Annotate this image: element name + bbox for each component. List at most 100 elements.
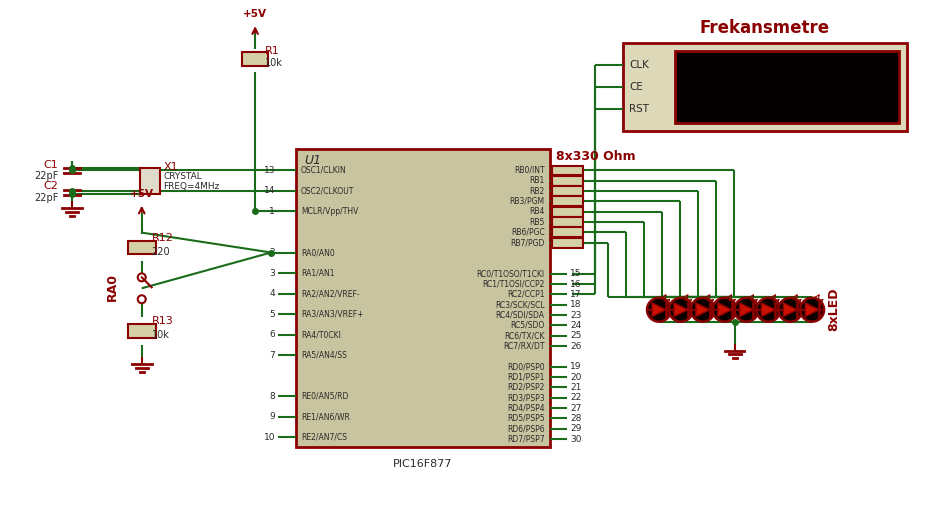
Polygon shape	[739, 303, 753, 317]
Text: RD5/PSP5: RD5/PSP5	[507, 414, 545, 423]
Text: 2: 2	[270, 248, 275, 257]
Text: MCLR/Vpp/THV: MCLR/Vpp/THV	[301, 207, 358, 216]
Polygon shape	[783, 303, 797, 317]
Text: RB7/PGD: RB7/PGD	[511, 238, 545, 248]
Text: 21: 21	[570, 383, 582, 392]
Polygon shape	[652, 303, 666, 317]
Text: Frekansmetre: Frekansmetre	[700, 19, 830, 37]
Text: RD2/PSP2: RD2/PSP2	[507, 383, 545, 392]
Text: RB5: RB5	[529, 218, 545, 227]
Bar	[242, 52, 268, 66]
Circle shape	[691, 298, 714, 322]
Bar	[127, 324, 155, 338]
Text: 33: 33	[570, 166, 582, 175]
Text: RA5/AN4/SS: RA5/AN4/SS	[301, 350, 347, 359]
Circle shape	[138, 274, 146, 281]
Text: RA2/AN2/VREF-: RA2/AN2/VREF-	[301, 289, 360, 298]
Text: RA3/AN3/VREF+: RA3/AN3/VREF+	[301, 309, 364, 319]
Text: 28: 28	[570, 414, 582, 423]
Text: 1: 1	[270, 207, 275, 216]
Text: 8: 8	[270, 392, 275, 400]
Text: RA0: RA0	[105, 274, 118, 301]
Circle shape	[735, 298, 759, 322]
Text: 25: 25	[570, 331, 582, 340]
Text: 8xLED: 8xLED	[828, 288, 841, 331]
Text: RC7/RX/DT: RC7/RX/DT	[503, 342, 545, 350]
Text: 9: 9	[270, 412, 275, 421]
Text: OSC1/CLKIN: OSC1/CLKIN	[301, 166, 347, 175]
Text: RA4/T0CKI: RA4/T0CKI	[301, 330, 340, 339]
Text: RC5/SDO: RC5/SDO	[511, 321, 545, 330]
Bar	[675, 51, 898, 123]
Text: 26: 26	[570, 342, 582, 350]
Text: PIC16F877: PIC16F877	[393, 459, 453, 469]
Text: 10k: 10k	[152, 330, 169, 340]
Text: +5V: +5V	[130, 189, 153, 199]
Text: FREQ=4MHz: FREQ=4MHz	[164, 182, 220, 191]
Bar	[140, 168, 160, 193]
Text: RA0/AN0: RA0/AN0	[301, 248, 335, 257]
Text: CLK: CLK	[629, 60, 649, 70]
Text: 27: 27	[570, 404, 582, 412]
Text: 40: 40	[570, 238, 582, 248]
Text: 20: 20	[570, 372, 582, 382]
Text: R1: R1	[265, 46, 280, 56]
Text: OSC2/CLKOUT: OSC2/CLKOUT	[301, 187, 354, 196]
Polygon shape	[696, 303, 710, 317]
Text: RB2: RB2	[529, 187, 545, 196]
Text: 34: 34	[570, 176, 582, 185]
Text: R13: R13	[152, 316, 173, 326]
Text: RB0/INT: RB0/INT	[514, 166, 545, 175]
Text: 22: 22	[570, 393, 581, 402]
Bar	[551, 197, 583, 206]
Circle shape	[778, 298, 803, 322]
Text: RB4: RB4	[529, 207, 545, 216]
Text: 5: 5	[270, 309, 275, 319]
Text: RD4/PSP4: RD4/PSP4	[507, 404, 545, 412]
Circle shape	[756, 298, 780, 322]
Text: RB6/PGC: RB6/PGC	[511, 228, 545, 237]
Text: 36: 36	[570, 197, 582, 206]
Circle shape	[712, 298, 737, 322]
Text: 37: 37	[570, 207, 582, 216]
Text: RC6/TX/CK: RC6/TX/CK	[504, 331, 545, 340]
Bar	[551, 186, 583, 196]
Text: 7: 7	[270, 350, 275, 359]
Text: 3: 3	[270, 268, 275, 278]
Text: R12: R12	[152, 232, 174, 243]
Polygon shape	[762, 303, 776, 317]
Text: RD7/PSP7: RD7/PSP7	[507, 435, 545, 444]
Text: 30: 30	[570, 435, 582, 444]
Text: RE1/AN6/WR: RE1/AN6/WR	[301, 412, 350, 421]
Text: +5V: +5V	[243, 9, 267, 19]
Text: 17: 17	[570, 290, 582, 299]
Text: 15: 15	[570, 269, 582, 278]
Text: RD1/PSP1: RD1/PSP1	[507, 372, 545, 382]
Text: RA1/AN1: RA1/AN1	[301, 268, 335, 278]
Text: RB1: RB1	[529, 176, 545, 185]
Text: 13: 13	[263, 166, 275, 175]
Text: 29: 29	[570, 424, 582, 433]
Text: RST: RST	[629, 104, 649, 114]
Bar	[551, 227, 583, 238]
Text: 22pF: 22pF	[33, 193, 59, 203]
Polygon shape	[718, 303, 732, 317]
Bar	[551, 207, 583, 217]
Text: CE: CE	[629, 82, 643, 92]
Text: 24: 24	[570, 321, 581, 330]
Circle shape	[647, 298, 671, 322]
Text: 18: 18	[570, 300, 582, 309]
Text: RD3/PSP3: RD3/PSP3	[507, 393, 545, 402]
Bar	[296, 149, 550, 447]
Bar	[127, 241, 155, 254]
Text: CRYSTAL: CRYSTAL	[164, 172, 203, 181]
Circle shape	[800, 298, 824, 322]
Text: RC3/SCK/SCL: RC3/SCK/SCL	[495, 300, 545, 309]
Text: RB3/PGM: RB3/PGM	[510, 197, 545, 206]
Text: C1: C1	[44, 160, 59, 170]
Text: 14: 14	[263, 187, 275, 196]
Text: RC4/SDI/SDA: RC4/SDI/SDA	[496, 310, 545, 320]
Text: RE2/AN7/CS: RE2/AN7/CS	[301, 433, 347, 441]
Bar	[551, 176, 583, 186]
Text: RD6/PSP6: RD6/PSP6	[507, 424, 545, 433]
